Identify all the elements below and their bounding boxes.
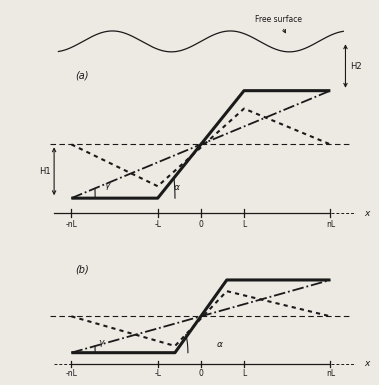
- Text: -L: -L: [154, 220, 161, 229]
- Text: nL: nL: [326, 369, 335, 378]
- Text: -L: -L: [154, 369, 161, 378]
- Text: 0: 0: [199, 220, 203, 229]
- Text: -nL: -nL: [66, 220, 77, 229]
- Text: $\alpha$: $\alpha$: [173, 183, 181, 192]
- Text: $\gamma$: $\gamma$: [98, 338, 105, 349]
- Text: H1: H1: [39, 167, 51, 176]
- Text: $\alpha$: $\alpha$: [216, 340, 224, 349]
- Text: $\gamma$: $\gamma$: [104, 181, 112, 192]
- Text: (b): (b): [76, 264, 89, 274]
- Text: nL: nL: [326, 220, 335, 229]
- Text: L: L: [242, 220, 246, 229]
- Text: L: L: [242, 369, 246, 378]
- Text: 0: 0: [199, 369, 203, 378]
- Text: -nL: -nL: [66, 369, 77, 378]
- Text: x: x: [364, 209, 370, 218]
- Text: H2: H2: [350, 62, 362, 70]
- Text: x: x: [364, 359, 370, 368]
- Text: Free surface: Free surface: [255, 15, 302, 33]
- Text: (a): (a): [76, 71, 89, 81]
